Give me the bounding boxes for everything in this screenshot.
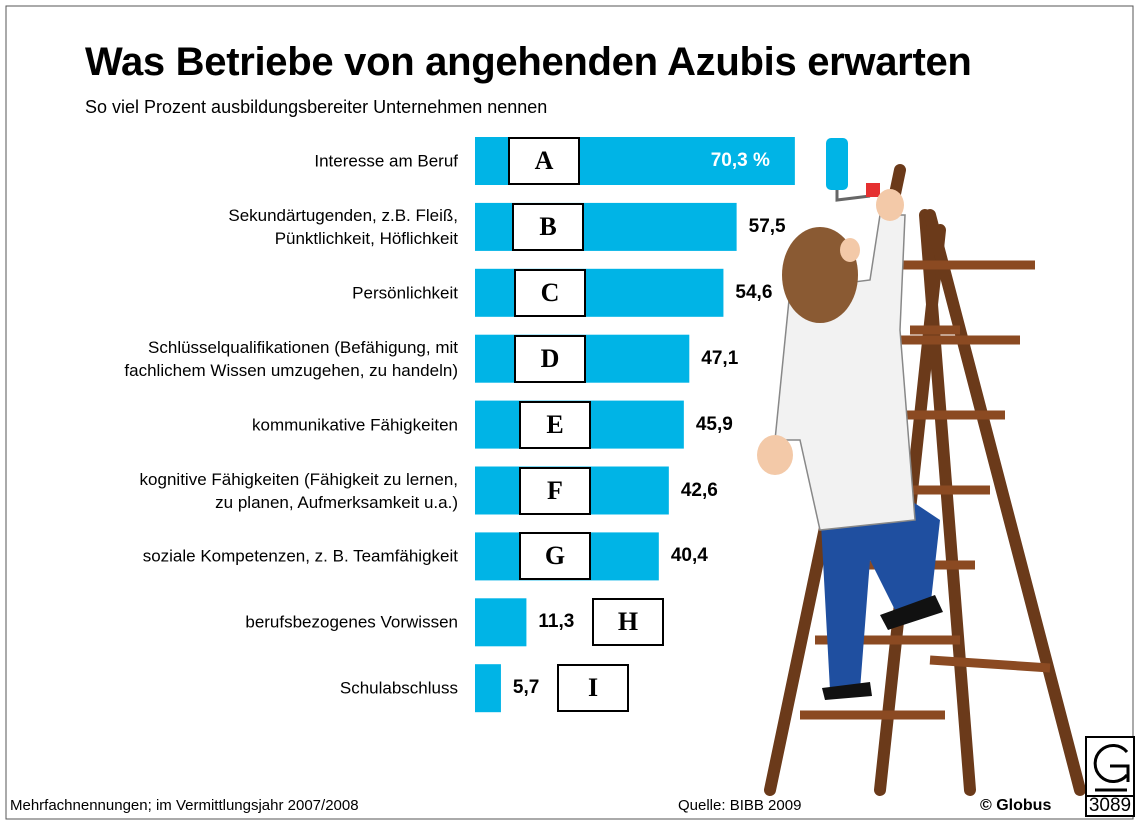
- marker-box: D: [514, 334, 586, 383]
- value-label: 70,3 %: [710, 150, 770, 171]
- value-label: 47,1: [701, 347, 739, 369]
- category-label: Interesse am Beruf: [314, 151, 458, 171]
- credit: © Globus: [980, 797, 1052, 814]
- value-label: 40,4: [670, 545, 708, 567]
- illustration: [757, 138, 1086, 796]
- value-label: 5,7: [512, 677, 540, 699]
- category-label: kognitive Fähigkeiten (Fähigkeit zu lern…: [139, 469, 458, 512]
- value-label: 42,6: [680, 479, 718, 501]
- value-label: 57,5: [748, 215, 786, 237]
- category-label: Persönlichkeit: [352, 283, 458, 303]
- category-label: berufsbezogenes Vorwissen: [245, 612, 458, 632]
- category-label: Schlüsselqualifikationen (Befähigung, mi…: [124, 337, 458, 380]
- marker-box: B: [512, 202, 584, 251]
- bar: [475, 268, 724, 317]
- marker-box: G: [519, 532, 591, 581]
- marker-box: I: [557, 664, 629, 713]
- marker-box: E: [519, 400, 591, 449]
- value-label: 45,9: [695, 413, 733, 435]
- globus-logo: [1085, 736, 1135, 817]
- bar: [475, 598, 527, 647]
- frame: [5, 5, 1134, 820]
- marker-box: H: [592, 598, 664, 647]
- source: Quelle: BIBB 2009: [678, 797, 802, 814]
- category-label: Schulabschluss: [339, 678, 458, 698]
- chart-title: Was Betriebe von angehenden Azubis erwar…: [85, 40, 972, 84]
- marker-box: A: [508, 137, 580, 185]
- category-label: soziale Kompetenzen, z. B. Teamfähigkeit: [142, 546, 458, 566]
- category-label: kommunikative Fähigkeiten: [252, 415, 458, 435]
- value-label: 54,6: [735, 281, 773, 303]
- number: 3089: [1088, 795, 1132, 816]
- bar: [475, 664, 501, 713]
- marker-box: C: [514, 268, 586, 317]
- category-label: Sekundärtugenden, z.B. Fleiß, Pünktlichk…: [228, 205, 458, 248]
- value-label: 11,3: [538, 611, 575, 633]
- chart-subtitle: So viel Prozent ausbildungsbereiter Unte…: [85, 97, 548, 117]
- note: Mehrfachnennungen; im Vermittlungsjahr 2…: [10, 797, 359, 814]
- marker-box: F: [519, 466, 591, 515]
